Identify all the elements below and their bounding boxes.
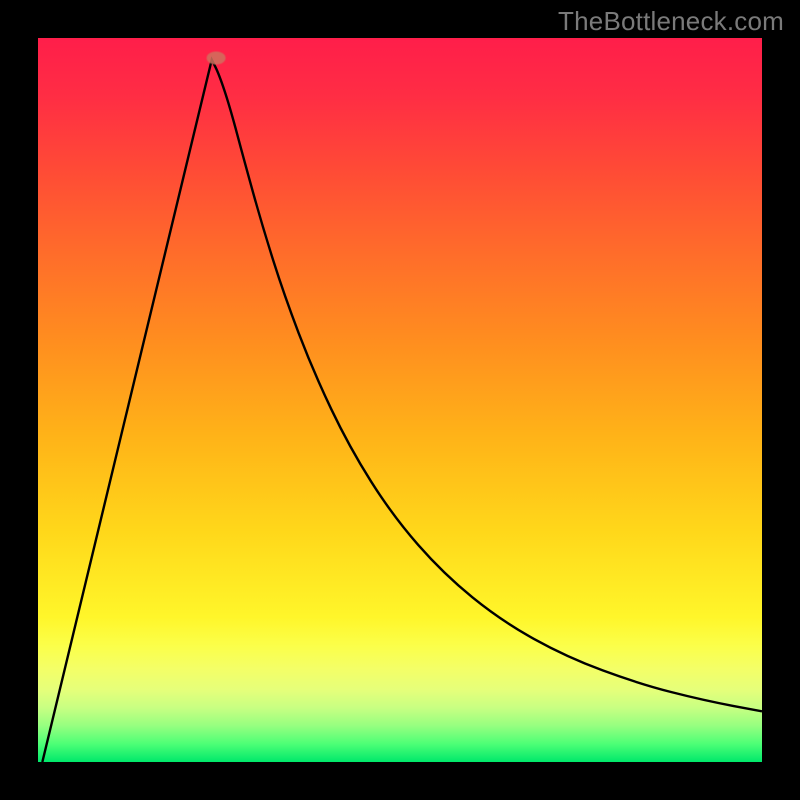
optimal-point-marker [207, 51, 226, 64]
chart-frame: TheBottleneck.com [0, 0, 800, 800]
watermark-text: TheBottleneck.com [558, 6, 784, 37]
bottleneck-curve [38, 38, 762, 762]
plot-area [38, 38, 762, 762]
